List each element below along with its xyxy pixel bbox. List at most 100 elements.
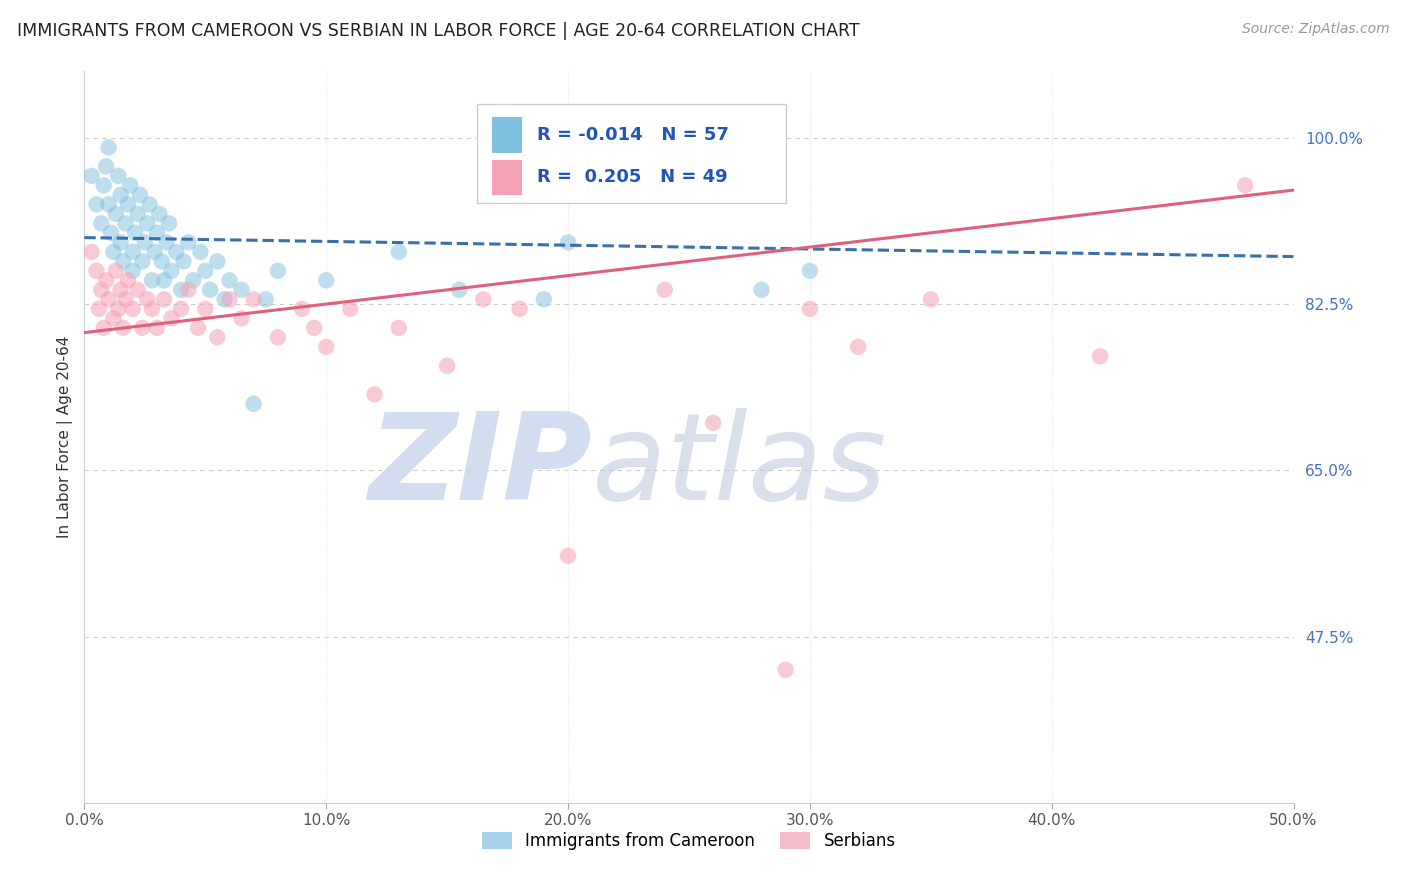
Point	[86, 197, 108, 211]
Point	[104, 207, 127, 221]
Point	[472, 293, 495, 307]
Point	[194, 301, 217, 316]
Point	[388, 321, 411, 335]
Point	[170, 301, 193, 316]
Point	[557, 235, 579, 250]
Point	[799, 301, 821, 316]
Point	[146, 321, 169, 335]
Point	[129, 187, 152, 202]
Point	[177, 235, 200, 250]
Point	[114, 293, 136, 307]
Point	[148, 207, 170, 221]
Point	[157, 216, 180, 230]
Point	[160, 311, 183, 326]
Point	[124, 226, 146, 240]
Point	[173, 254, 195, 268]
Point	[87, 301, 110, 316]
Point	[775, 663, 797, 677]
Point	[93, 178, 115, 193]
Point	[121, 264, 143, 278]
Point	[315, 340, 337, 354]
Point	[231, 283, 253, 297]
Point	[94, 273, 117, 287]
Point	[533, 293, 555, 307]
Point	[100, 226, 122, 240]
Point	[107, 301, 129, 316]
Point	[920, 293, 942, 307]
Point	[242, 293, 264, 307]
Point	[751, 283, 773, 297]
Point	[218, 273, 240, 287]
Point	[339, 301, 361, 316]
Point	[138, 197, 160, 211]
Text: IMMIGRANTS FROM CAMEROON VS SERBIAN IN LABOR FORCE | AGE 20-64 CORRELATION CHART: IMMIGRANTS FROM CAMEROON VS SERBIAN IN L…	[17, 22, 859, 40]
Point	[267, 330, 290, 344]
Point	[799, 264, 821, 278]
Y-axis label: In Labor Force | Age 20-64: In Labor Force | Age 20-64	[58, 336, 73, 538]
Point	[127, 207, 149, 221]
Point	[155, 235, 177, 250]
Point	[170, 283, 193, 297]
Point	[207, 330, 229, 344]
Point	[97, 293, 120, 307]
Point	[110, 283, 132, 297]
Point	[117, 197, 139, 211]
Point	[97, 197, 120, 211]
Point	[80, 169, 103, 183]
Point	[363, 387, 385, 401]
Text: Source: ZipAtlas.com: Source: ZipAtlas.com	[1241, 22, 1389, 37]
Point	[90, 216, 112, 230]
Point	[112, 254, 135, 268]
Point	[846, 340, 869, 354]
Point	[121, 244, 143, 259]
Point	[181, 273, 204, 287]
Point	[134, 235, 156, 250]
Point	[218, 293, 240, 307]
Point	[80, 244, 103, 259]
Point	[86, 264, 108, 278]
Point	[136, 293, 159, 307]
Point	[112, 321, 135, 335]
Point	[146, 226, 169, 240]
Point	[107, 169, 129, 183]
Point	[194, 264, 217, 278]
Point	[702, 416, 724, 430]
Point	[131, 321, 153, 335]
Point	[104, 264, 127, 278]
Point	[103, 244, 125, 259]
Point	[1088, 349, 1111, 363]
Bar	[492, 160, 522, 195]
Point	[214, 293, 236, 307]
Point	[449, 283, 471, 297]
Point	[254, 293, 277, 307]
Point	[143, 244, 166, 259]
Point	[177, 283, 200, 297]
Point	[153, 273, 176, 287]
Point	[141, 301, 163, 316]
Point	[291, 301, 314, 316]
Point	[315, 273, 337, 287]
Point	[557, 549, 579, 563]
Point	[90, 283, 112, 297]
Point	[198, 283, 221, 297]
Point	[654, 283, 676, 297]
Point	[131, 254, 153, 268]
Point	[190, 244, 212, 259]
Point	[187, 321, 209, 335]
Point	[97, 140, 120, 154]
Point	[509, 301, 531, 316]
Point	[1234, 178, 1257, 193]
Point	[436, 359, 458, 373]
Text: R = -0.014   N = 57: R = -0.014 N = 57	[537, 126, 728, 144]
Point	[110, 187, 132, 202]
Point	[141, 273, 163, 287]
Point	[114, 216, 136, 230]
Point	[110, 235, 132, 250]
Point	[153, 293, 176, 307]
Point	[165, 244, 187, 259]
Point	[150, 254, 173, 268]
Text: atlas: atlas	[592, 408, 887, 524]
Text: ZIP: ZIP	[368, 408, 592, 524]
Point	[117, 273, 139, 287]
Point	[121, 301, 143, 316]
